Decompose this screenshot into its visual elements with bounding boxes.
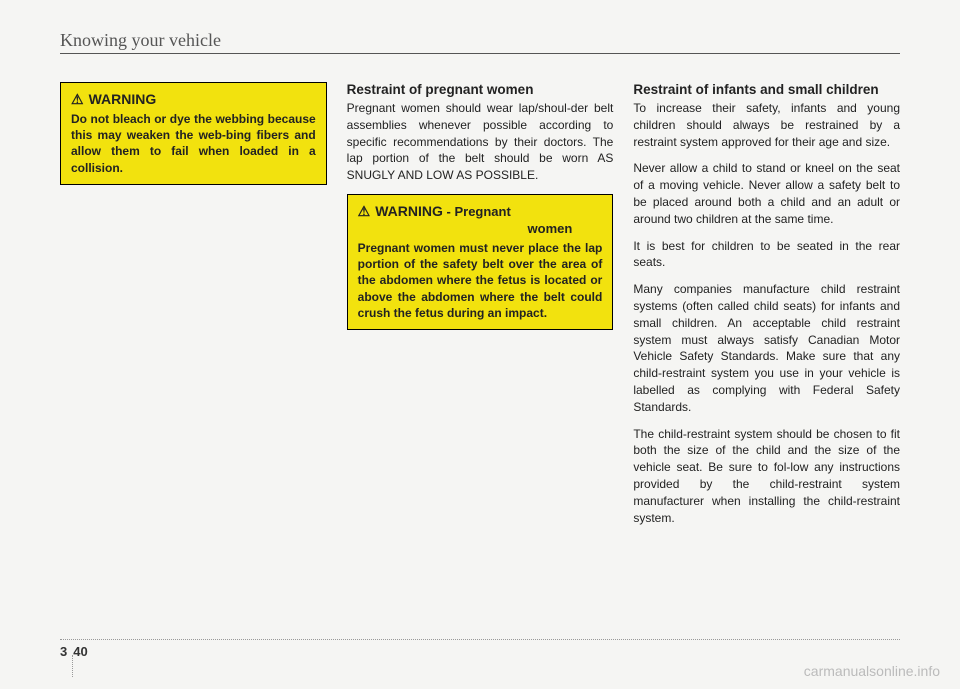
dotted-vertical: [72, 655, 73, 677]
paragraph: Never allow a child to stand or kneel on…: [633, 160, 900, 227]
section-number: 3: [60, 644, 67, 659]
content-columns: ⚠ WARNING Do not bleach or dye the webbi…: [60, 82, 900, 536]
warning-label: WARNING: [89, 91, 157, 107]
manual-page: Knowing your vehicle ⚠ WARNING Do not bl…: [0, 0, 960, 689]
warning-box-bleach: ⚠ WARNING Do not bleach or dye the webbi…: [60, 82, 327, 185]
dotted-separator: [60, 639, 900, 640]
warning-icon: ⚠: [358, 203, 371, 220]
paragraph: To increase their safety, infants and yo…: [633, 100, 900, 150]
warning-label: WARNING: [375, 203, 443, 219]
section-header: Knowing your vehicle: [60, 30, 900, 54]
warning-body: Do not bleach or dye the webbing because…: [71, 111, 316, 176]
warning-box-pregnant: ⚠ WARNING - Pregnant women Pregnant wome…: [347, 194, 614, 330]
paragraph: Pregnant women should wear lap/shoul-der…: [347, 100, 614, 184]
watermark: carmanualsonline.info: [804, 663, 940, 679]
paragraph: The child-restraint system should be cho…: [633, 426, 900, 527]
warning-title: ⚠ WARNING: [71, 91, 316, 108]
paragraph: Many companies manufacture child restrai…: [633, 281, 900, 415]
warning-suffix: - Pregnant: [443, 204, 511, 219]
column-3: Restraint of infants and small children …: [633, 82, 900, 536]
warning-title: ⚠ WARNING - Pregnant: [358, 203, 603, 220]
warning-subline: women: [358, 221, 603, 236]
column-2: Restraint of pregnant women Pregnant wom…: [347, 82, 614, 536]
page-value: 40: [73, 644, 87, 659]
heading-pregnant: Restraint of pregnant women: [347, 82, 614, 97]
page-number: 3 40: [60, 644, 900, 659]
column-1: ⚠ WARNING Do not bleach or dye the webbi…: [60, 82, 327, 536]
paragraph: It is best for children to be seated in …: [633, 238, 900, 272]
warning-body: Pregnant women must never place the lap …: [358, 240, 603, 321]
page-footer: 3 40: [60, 639, 900, 659]
warning-icon: ⚠: [71, 91, 84, 108]
heading-infants: Restraint of infants and small children: [633, 82, 900, 97]
